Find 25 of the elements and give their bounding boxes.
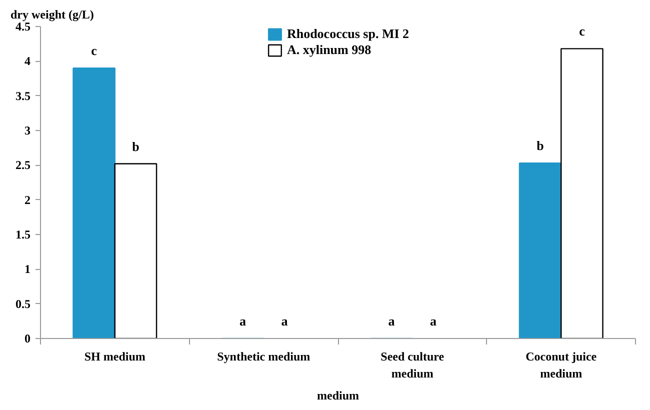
y-tick-label: 1: [24, 262, 30, 276]
data-label: c: [579, 24, 586, 39]
data-label: a: [281, 314, 288, 328]
data-label: b: [132, 138, 140, 154]
y-tick-label: 1.5: [16, 228, 30, 242]
y-axis-title: dry weight (g/L): [10, 8, 94, 22]
x-tick-label: SH medium: [84, 350, 146, 364]
x-tick-label: Seed culture medium: [380, 350, 445, 380]
x-tick-label: Synthetic medium: [217, 350, 310, 364]
data-label: a: [430, 314, 437, 328]
legend-label: A. xylinum 998: [286, 42, 372, 58]
y-tick-label: 0: [24, 332, 30, 346]
data-label: b: [536, 138, 544, 154]
y-tick-label: 3.5: [16, 88, 30, 103]
y-tick-label: 0.5: [16, 296, 30, 311]
y-tick-label: 3: [24, 124, 30, 138]
legend-label: Rhodococcus sp. MI 2: [286, 26, 410, 42]
x-tick-label: Coconut juice medium: [526, 350, 598, 380]
x-axis-title: medium: [317, 388, 360, 402]
data-label: a: [240, 314, 247, 328]
y-tick-label: 2: [24, 192, 30, 207]
y-tick-label: 2.5: [16, 158, 30, 172]
data-label: c: [91, 43, 98, 58]
data-label: a: [388, 314, 396, 328]
y-tick-label: 4: [24, 54, 30, 68]
